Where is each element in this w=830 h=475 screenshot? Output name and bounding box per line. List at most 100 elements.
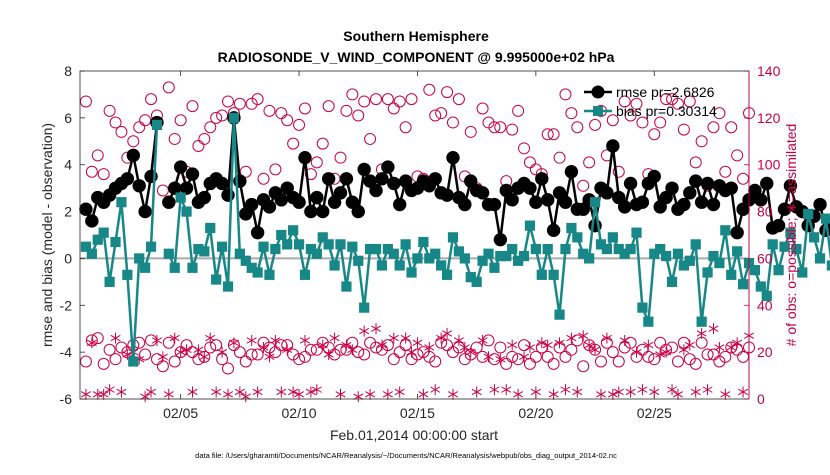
assimilated-obs-marker — [234, 386, 245, 398]
assimilated-obs-marker — [240, 391, 251, 403]
bias-point — [234, 248, 245, 259]
bias-point — [181, 206, 192, 217]
obs-count-markers — [79, 81, 755, 403]
possible-obs-marker — [529, 350, 542, 363]
x-tick-label: 02/25 — [637, 405, 672, 421]
assimilated-obs-marker — [726, 341, 737, 353]
possible-obs-marker — [523, 357, 536, 370]
rmse-point — [132, 179, 146, 193]
possible-obs-marker — [334, 151, 347, 164]
assimilated-obs-marker — [199, 351, 210, 363]
bias-point — [187, 262, 198, 273]
possible-obs-marker — [346, 88, 359, 101]
possible-obs-marker — [222, 362, 235, 375]
bias-point — [140, 262, 151, 273]
bias-point — [122, 269, 133, 280]
bias-point — [702, 267, 713, 278]
bias-point — [714, 258, 725, 269]
bias-point — [607, 232, 618, 243]
assimilated-obs-marker — [311, 384, 322, 396]
bias-point — [589, 197, 601, 208]
bias-point — [755, 281, 766, 292]
assimilated-obs-marker — [495, 353, 506, 365]
assimilated-obs-marker — [163, 388, 174, 400]
assimilated-obs-marker — [305, 386, 316, 398]
possible-obs-marker — [707, 348, 720, 361]
bias-point — [222, 281, 234, 292]
bias-point — [548, 269, 559, 280]
assimilated-obs-marker — [524, 341, 535, 353]
rmse-point — [446, 150, 460, 165]
bias-point — [566, 222, 577, 234]
bias-point — [98, 227, 109, 238]
assimilated-obs-marker — [282, 344, 293, 356]
possible-obs-marker — [494, 341, 507, 354]
assimilated-obs-marker — [738, 386, 749, 398]
y-tick-label: 2 — [64, 204, 72, 220]
rmse-point — [623, 176, 638, 191]
bias-point — [412, 253, 423, 264]
assimilated-obs-marker — [175, 346, 186, 358]
possible-obs-marker — [370, 93, 383, 106]
bias-point — [530, 243, 541, 255]
possible-obs-marker — [583, 156, 596, 169]
possible-obs-marker — [293, 118, 306, 131]
possible-obs-marker — [618, 95, 631, 108]
rmse-point — [606, 139, 620, 153]
bias-point — [205, 222, 216, 234]
bias-point — [708, 250, 719, 262]
possible-obs-marker — [304, 343, 317, 356]
assimilated-obs-marker — [187, 386, 198, 398]
assimilated-obs-marker — [720, 388, 731, 400]
rmse-point — [440, 188, 454, 202]
bias-point — [116, 197, 127, 208]
possible-obs-marker — [660, 93, 673, 106]
possible-obs-marker — [233, 97, 246, 110]
possible-obs-marker — [642, 350, 655, 363]
data-file-footnote: data file: /Users/gharamti/Documents/NCA… — [195, 451, 617, 460]
rmse-point — [505, 193, 519, 207]
rmse-point — [665, 181, 679, 195]
bias-point — [323, 239, 334, 250]
possible-obs-marker — [233, 346, 246, 359]
bias-point — [767, 239, 778, 250]
rmse-point — [85, 214, 99, 228]
possible-obs-marker — [91, 149, 104, 162]
legend-rmse-label: rmse pr=2.6826 — [616, 84, 715, 100]
possible-obs-marker — [298, 350, 311, 363]
bias-point — [542, 243, 553, 255]
assimilated-obs-marker — [542, 339, 553, 351]
rmse-point — [677, 197, 691, 212]
assimilated-obs-marker — [98, 388, 109, 400]
possible-obs-marker — [85, 165, 98, 178]
assimilated-obs-marker — [376, 339, 387, 351]
bias-point — [317, 232, 328, 243]
bias-point — [406, 267, 417, 278]
rmse-point — [387, 176, 401, 191]
assimilated-obs-marker — [471, 386, 482, 398]
possible-obs-marker — [429, 109, 442, 122]
possible-obs-marker — [559, 350, 572, 363]
rmse-point — [398, 174, 413, 188]
assimilated-obs-marker — [323, 348, 334, 360]
rmse-point — [771, 218, 786, 233]
assimilated-obs-marker — [453, 334, 464, 346]
assimilated-obs-marker — [317, 339, 328, 351]
rmse-point — [185, 167, 200, 181]
bias-point — [696, 316, 707, 327]
bias-point — [175, 192, 186, 203]
bias-point — [560, 243, 571, 255]
possible-obs-marker — [571, 121, 584, 134]
rmse-point — [339, 172, 354, 186]
bias-point — [436, 260, 447, 271]
bias-point — [388, 248, 399, 259]
possible-obs-marker — [192, 139, 205, 152]
rmse-point — [754, 193, 768, 207]
possible-obs-marker — [393, 346, 406, 359]
possible-obs-marker — [298, 102, 311, 115]
y2-axis-label: # of obs: o=possible; ∗=assimilated — [783, 124, 799, 347]
y-tick-label: -2 — [60, 297, 73, 313]
rmse-point — [292, 195, 306, 209]
possible-obs-marker — [677, 123, 690, 136]
